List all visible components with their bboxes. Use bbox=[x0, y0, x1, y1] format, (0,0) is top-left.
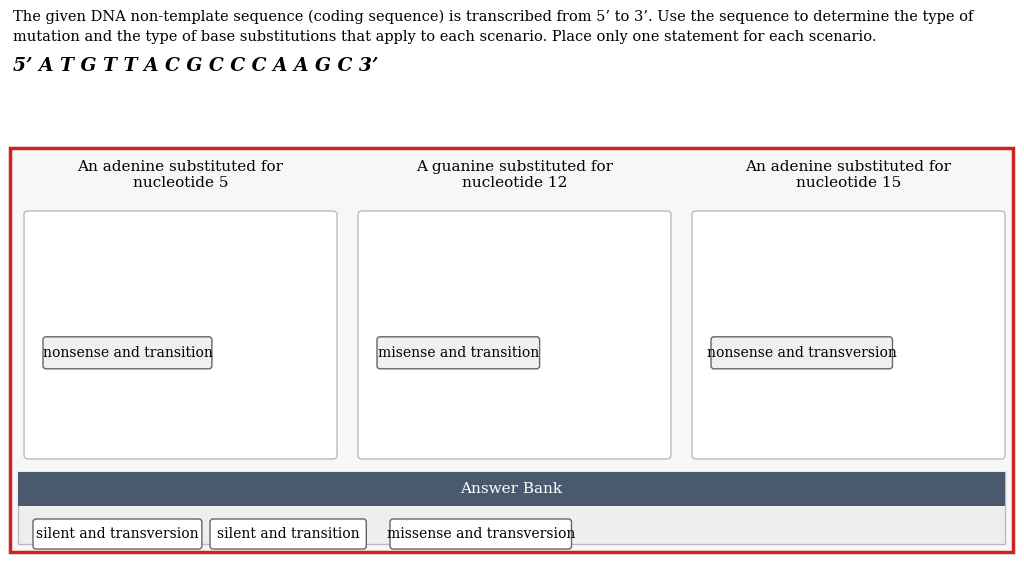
Text: nonsense and transversion: nonsense and transversion bbox=[707, 346, 897, 360]
Text: missense and transversion: missense and transversion bbox=[387, 527, 574, 541]
Text: mutation and the type of base substitutions that apply to each scenario. Place o: mutation and the type of base substituti… bbox=[13, 30, 877, 44]
Text: An adenine substituted for
nucleotide 15: An adenine substituted for nucleotide 15 bbox=[745, 160, 951, 190]
Bar bbox=[18, 472, 1005, 506]
Text: An adenine substituted for
nucleotide 5: An adenine substituted for nucleotide 5 bbox=[78, 160, 284, 190]
FancyBboxPatch shape bbox=[711, 337, 893, 369]
FancyBboxPatch shape bbox=[24, 211, 337, 459]
Text: Answer Bank: Answer Bank bbox=[461, 482, 562, 496]
FancyBboxPatch shape bbox=[33, 519, 202, 549]
Text: misense and transition: misense and transition bbox=[378, 346, 539, 360]
FancyBboxPatch shape bbox=[210, 519, 367, 549]
Text: silent and transition: silent and transition bbox=[217, 527, 359, 541]
Text: silent and transversion: silent and transversion bbox=[36, 527, 199, 541]
Text: A guanine substituted for
nucleotide 12: A guanine substituted for nucleotide 12 bbox=[416, 160, 613, 190]
Bar bbox=[10, 148, 1013, 552]
Text: nonsense and transition: nonsense and transition bbox=[43, 346, 212, 360]
FancyBboxPatch shape bbox=[43, 337, 212, 369]
Text: The given DNA non-template sequence (coding sequence) is transcribed from 5’ to : The given DNA non-template sequence (cod… bbox=[13, 10, 974, 24]
Text: 5’ A T G T T A C G C C C A A G C 3’: 5’ A T G T T A C G C C C A A G C 3’ bbox=[13, 57, 379, 75]
FancyBboxPatch shape bbox=[692, 211, 1005, 459]
FancyBboxPatch shape bbox=[390, 519, 571, 549]
Bar bbox=[18, 472, 1005, 544]
FancyBboxPatch shape bbox=[377, 337, 540, 369]
FancyBboxPatch shape bbox=[358, 211, 671, 459]
